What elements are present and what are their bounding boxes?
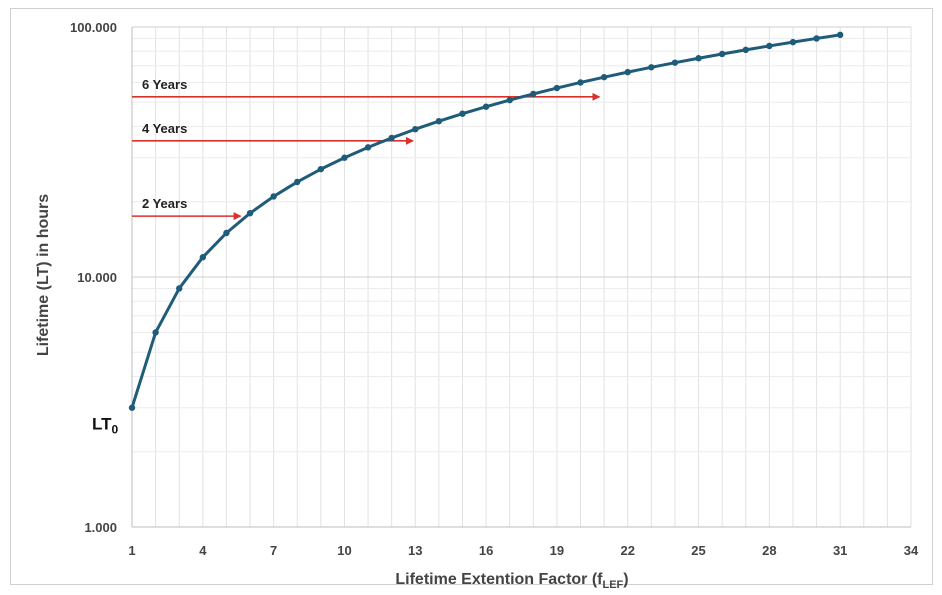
x-tick-label: 22 xyxy=(620,543,634,558)
data-point xyxy=(813,35,820,42)
data-point xyxy=(459,110,466,117)
data-point xyxy=(294,178,301,186)
data-point xyxy=(412,126,419,133)
data-point xyxy=(388,134,395,142)
series xyxy=(128,31,844,411)
x-tick-label: 10 xyxy=(337,543,351,558)
data-point xyxy=(364,144,372,151)
year-label: 4 Years xyxy=(142,121,187,136)
x-tick-label: 7 xyxy=(270,543,277,558)
year-label: 2 Years xyxy=(142,196,187,211)
x-tick-label: 16 xyxy=(479,543,493,558)
y-axis-title: Lifetime (LT) in hours xyxy=(35,194,52,356)
x-tick-label: 28 xyxy=(762,543,776,558)
lt0-label: LT0 xyxy=(92,415,119,437)
year-label: 6 Years xyxy=(142,77,187,92)
data-point xyxy=(341,154,348,161)
x-tick-label: 31 xyxy=(833,543,847,558)
gridlines xyxy=(131,26,912,528)
data-point xyxy=(671,59,679,66)
x-tick-label: 1 xyxy=(128,543,135,558)
data-point xyxy=(530,90,537,98)
data-point xyxy=(223,229,230,237)
axis-labels: Lifetime Extention Factor (fLEF) Lifetim… xyxy=(35,194,629,591)
data-point xyxy=(624,68,631,76)
x-axis-title: Lifetime Extention Factor (fLEF) xyxy=(395,571,628,590)
y-tick-label: 10.000 xyxy=(77,270,117,285)
data-point xyxy=(789,38,797,46)
data-point xyxy=(766,42,773,50)
data-point xyxy=(482,103,490,110)
data-point xyxy=(506,96,513,104)
y-tick-label: 100.000 xyxy=(70,20,117,35)
data-point xyxy=(317,165,325,173)
x-tick-label: 13 xyxy=(408,543,422,558)
data-point xyxy=(553,84,561,92)
data-point xyxy=(435,117,443,125)
data-point xyxy=(246,209,254,217)
data-point xyxy=(718,50,726,58)
data-point xyxy=(600,73,608,81)
x-tick-label: 25 xyxy=(691,543,705,558)
data-point xyxy=(836,31,844,39)
x-tick-label: 34 xyxy=(904,543,919,558)
lt0-label-main: LT xyxy=(92,415,112,434)
axes: 1 4 7 10 13 16 19 22 25 28 31 34 1.000 10.000 100.000 xyxy=(70,20,919,558)
x-tick-label: 19 xyxy=(550,543,564,558)
chart-border xyxy=(10,8,933,585)
data-point xyxy=(270,193,277,200)
data-point xyxy=(199,254,207,261)
data-point xyxy=(152,329,159,336)
data-point xyxy=(695,55,702,62)
data-point xyxy=(577,79,584,86)
x-tick-label: 4 xyxy=(199,543,207,558)
data-point xyxy=(128,404,136,411)
data-point xyxy=(648,64,655,71)
lt0-label-subscript: 0 xyxy=(112,423,119,437)
data-point xyxy=(176,285,183,292)
y-tick-label: 1.000 xyxy=(84,520,117,535)
data-point xyxy=(742,46,749,54)
